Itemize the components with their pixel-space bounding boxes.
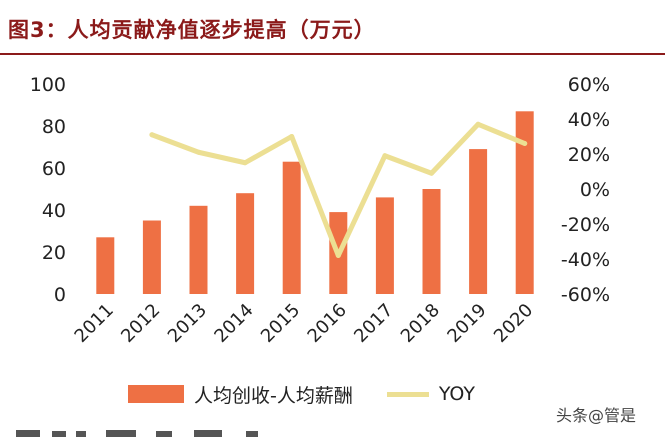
- legend-item-line: YOY: [353, 383, 475, 405]
- right-tick-label: -20%: [561, 214, 610, 236]
- legend-bar-label: 人均创收-人均薪酬: [194, 384, 353, 407]
- bar-2020: [515, 111, 534, 294]
- legend-line-label: YOY: [438, 383, 475, 405]
- x-tick-label: 2013: [164, 300, 211, 347]
- legend: 人均创收-人均薪酬 YOY: [128, 380, 475, 408]
- yoy-point-2016: [335, 253, 341, 258]
- bar-2018: [422, 189, 441, 294]
- yoy-point-2019: [475, 121, 481, 127]
- title-rule: [0, 53, 665, 55]
- x-tick-label: 2017: [350, 300, 397, 347]
- bar-2013: [189, 205, 208, 294]
- yoy-point-2018: [429, 170, 434, 176]
- legend-bar-swatch: [128, 385, 184, 403]
- left-tick-label: 40: [42, 200, 66, 222]
- left-tick-label: 20: [42, 242, 66, 264]
- bar-series: [96, 111, 534, 294]
- line-series: [149, 121, 528, 258]
- right-tick-label: -40%: [561, 249, 610, 271]
- x-tick-label: 2015: [257, 300, 304, 347]
- right-tick-label: 0%: [580, 179, 610, 201]
- bar-2011: [96, 237, 115, 294]
- right-tick-label: -60%: [561, 284, 610, 306]
- yoy-point-2012: [149, 132, 155, 138]
- yoy-point-2015: [289, 134, 295, 139]
- right-tick-label: 20%: [568, 144, 610, 166]
- yoy-point-2014: [242, 160, 248, 166]
- x-tick-label: 2019: [443, 300, 490, 347]
- left-tick-label: 60: [42, 158, 66, 180]
- figure-title: 图3：人均贡献净值逐步提高（万元）: [8, 18, 376, 42]
- watermark: 头条@管是: [556, 406, 637, 425]
- bar-2015: [282, 161, 301, 294]
- bar-2014: [236, 193, 255, 294]
- yoy-point-2020: [522, 141, 528, 146]
- yoy-point-2013: [196, 149, 201, 155]
- x-axis: 2011 2012 2013 2014 2015 2016 2017 2018 2019 2020: [71, 300, 538, 347]
- right-tick-label: 60%: [568, 74, 610, 96]
- x-tick-label: 2018: [397, 300, 444, 347]
- left-tick-label: 80: [42, 116, 66, 138]
- right-tick-label: 40%: [568, 109, 610, 131]
- cropped-footer-text: [16, 430, 258, 437]
- bar-2017: [375, 197, 394, 294]
- legend-line-swatch: [386, 391, 429, 397]
- left-axis: 0 20 40 60 80 100: [30, 74, 66, 306]
- x-tick-label: 2016: [304, 300, 351, 347]
- x-tick-label: 2012: [117, 300, 164, 347]
- right-axis: -60% -40% -20% 0% 20% 40% 60%: [561, 74, 610, 306]
- left-tick-label: 100: [30, 74, 66, 96]
- x-tick-label: 2011: [71, 300, 118, 347]
- left-tick-label: 0: [54, 284, 66, 306]
- x-tick-label: 2020: [490, 300, 537, 347]
- bar-2019: [469, 149, 488, 294]
- bar-2012: [142, 220, 161, 294]
- yoy-point-2017: [382, 153, 388, 159]
- legend-item-bar: 人均创收-人均薪酬: [128, 381, 353, 408]
- x-tick-label: 2014: [210, 300, 257, 347]
